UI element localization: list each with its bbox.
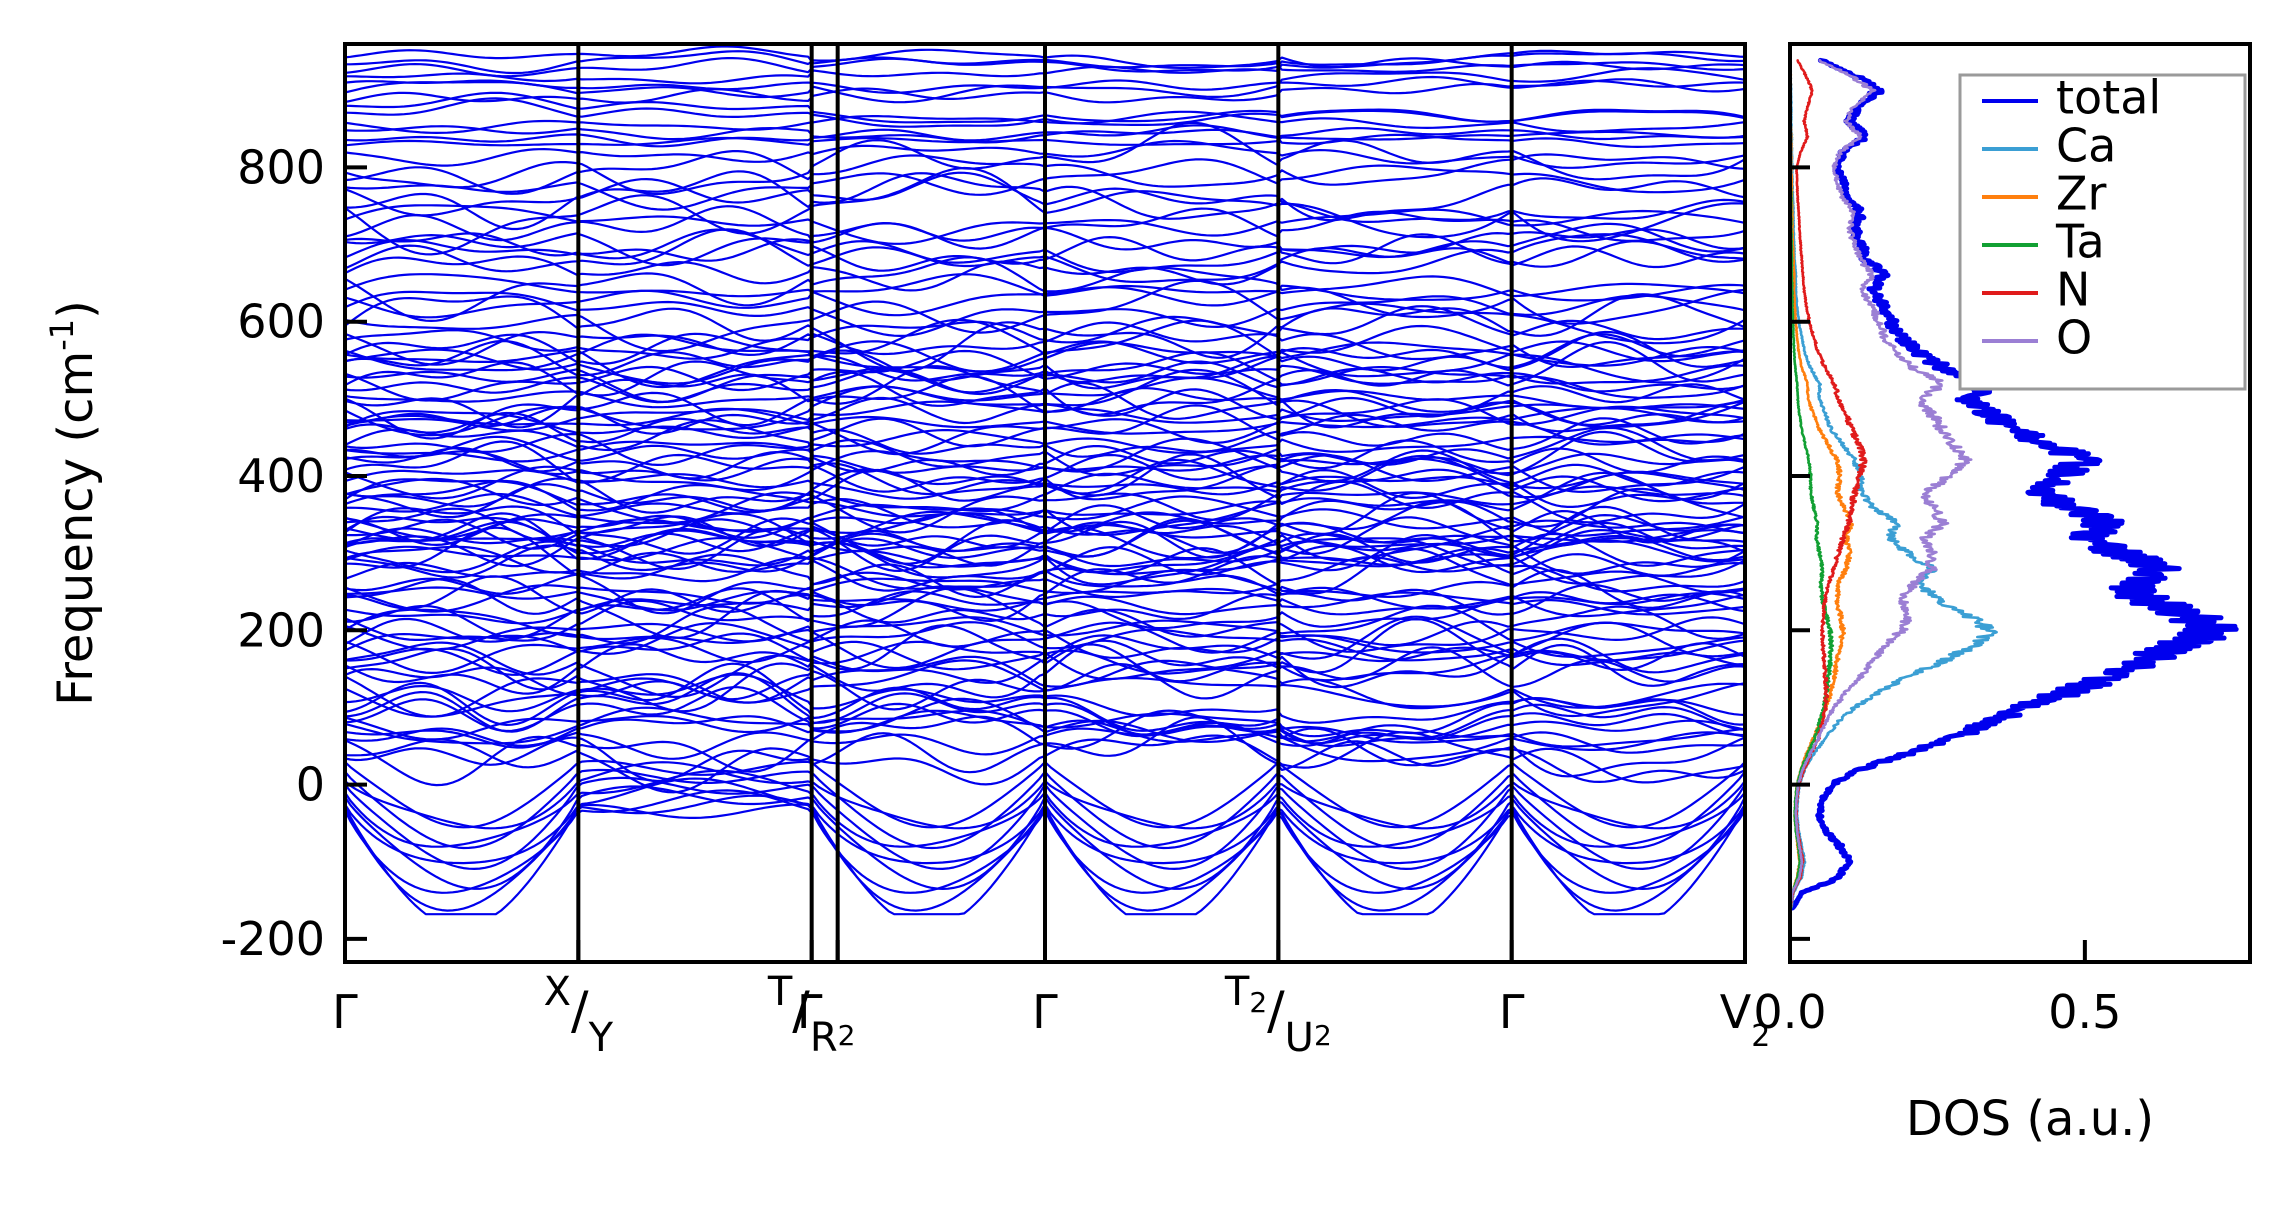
dos-series-total	[1790, 57, 2239, 911]
legend-label-zr: Zr	[2056, 167, 2107, 221]
x-tick-label-overlay: Γ	[797, 985, 823, 1039]
dos-axes: 0.0 0.5 DOS (a.u.)	[1753, 42, 2252, 1147]
y-tick-label: -200	[221, 912, 325, 966]
dos-x-axis-label: DOS (a.u.)	[1906, 1091, 2154, 1147]
x-tick-label: Γ	[1032, 985, 1058, 1039]
svg-text:T/R2: T/R2	[767, 969, 856, 1061]
dos-x-tick-label: 0.5	[2048, 985, 2121, 1039]
svg-text:Γ: Γ	[1499, 985, 1525, 1039]
y-tick-label: 600	[237, 295, 325, 349]
y-tick-label: 400	[237, 449, 325, 503]
y-tick-label: 0	[296, 758, 325, 812]
band-axes: -200 0 200 400 600 800 Frequency (cm-1) Γ X/Y T/R…	[43, 42, 1771, 1061]
x-tick-label: V2	[1720, 985, 1771, 1054]
x-tick-label: Γ	[1499, 985, 1525, 1039]
svg-text:T2/U2: T2/U2	[1224, 969, 1332, 1061]
dos-axes-frame	[1788, 42, 2252, 964]
svg-text:X/Y: X/Y	[544, 969, 614, 1061]
dos-series-o	[1789, 59, 1973, 910]
y-axis-label: Frequency (cm-1)	[43, 300, 104, 706]
dos-x-tick-label: 0.0	[1753, 985, 1826, 1039]
svg-text:Γ: Γ	[332, 985, 358, 1039]
x-tick-label: Γ	[332, 985, 358, 1039]
legend-label-total: total	[2056, 71, 2161, 125]
x-tick-label: T/R2Γ	[767, 969, 856, 1061]
legend-label-o: O	[2056, 311, 2092, 365]
svg-text:V2: V2	[1720, 985, 1771, 1054]
x-tick-label: T2/U2	[1224, 969, 1332, 1061]
legend-box	[1958, 73, 2247, 391]
legend-label-ta: Ta	[2055, 215, 2105, 269]
svg-text:Frequency (cm-1): Frequency (cm-1)	[43, 300, 104, 706]
dos-series-n	[1789, 59, 1868, 910]
legend-label-n: N	[2056, 263, 2090, 317]
legend-label-ca: Ca	[2056, 119, 2116, 173]
svg-text:Γ: Γ	[1032, 985, 1058, 1039]
x-tick-label: X/Y	[544, 969, 614, 1061]
y-tick-label: 200	[237, 603, 325, 657]
y-tick-label: 800	[237, 140, 325, 194]
